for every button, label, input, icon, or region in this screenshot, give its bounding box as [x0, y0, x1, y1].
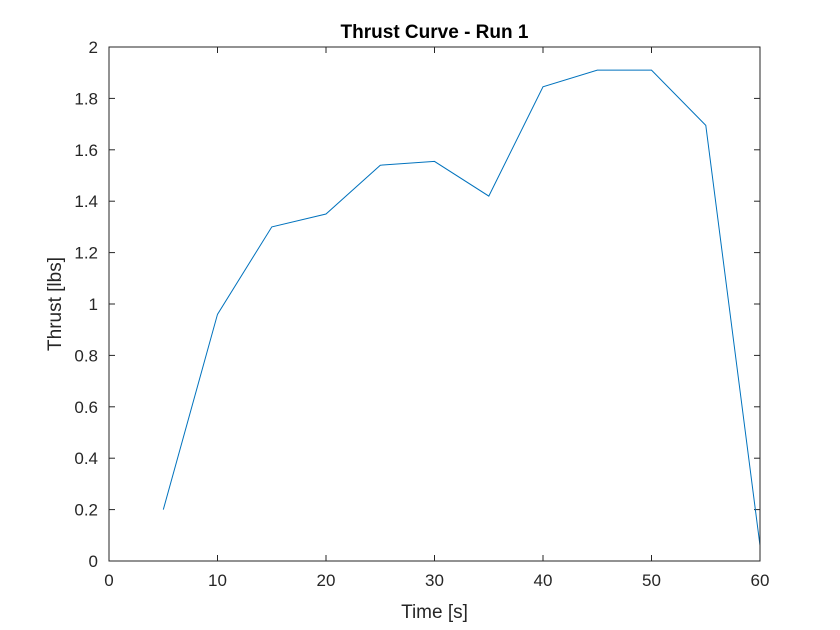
x-tick-label: 0 — [104, 571, 113, 590]
chart-title: Thrust Curve - Run 1 — [341, 22, 529, 43]
series-layer — [162, 69, 761, 546]
y-tick-label: 0.2 — [74, 501, 98, 520]
x-axis-label: Time [s] — [401, 602, 468, 623]
y-tick-label: 1.8 — [74, 89, 98, 108]
y-tick-label: 2 — [89, 38, 98, 57]
y-tick-label: 1.2 — [74, 244, 98, 263]
y-tick-label: 1.4 — [74, 192, 98, 211]
x-tick-label: 40 — [534, 571, 553, 590]
x-tick-label: 60 — [751, 571, 770, 590]
series-line — [162, 69, 761, 546]
y-tick-label: 0.6 — [74, 398, 98, 417]
y-tick-label: 1 — [89, 295, 98, 314]
y-tick-label: 0.8 — [74, 346, 98, 365]
y-tick-label: 0 — [89, 552, 98, 571]
axes-box — [108, 46, 761, 562]
x-tick-label: 50 — [642, 571, 661, 590]
x-tick-label: 30 — [425, 571, 444, 590]
plot-area — [109, 47, 760, 561]
x-tick-label: 20 — [317, 571, 336, 590]
ticks-layer: 0 10 20 30 40 50 60 0 0.2 0.4 0.6 0.8 1 1.2 1.4 1.6 1.8 2 — [74, 38, 769, 590]
y-axis-label: Thrust [lbs] — [45, 257, 66, 351]
x-tick-label: 10 — [208, 571, 227, 590]
y-tick-label: 1.6 — [74, 141, 98, 160]
y-tick-label: 0.4 — [74, 449, 98, 468]
